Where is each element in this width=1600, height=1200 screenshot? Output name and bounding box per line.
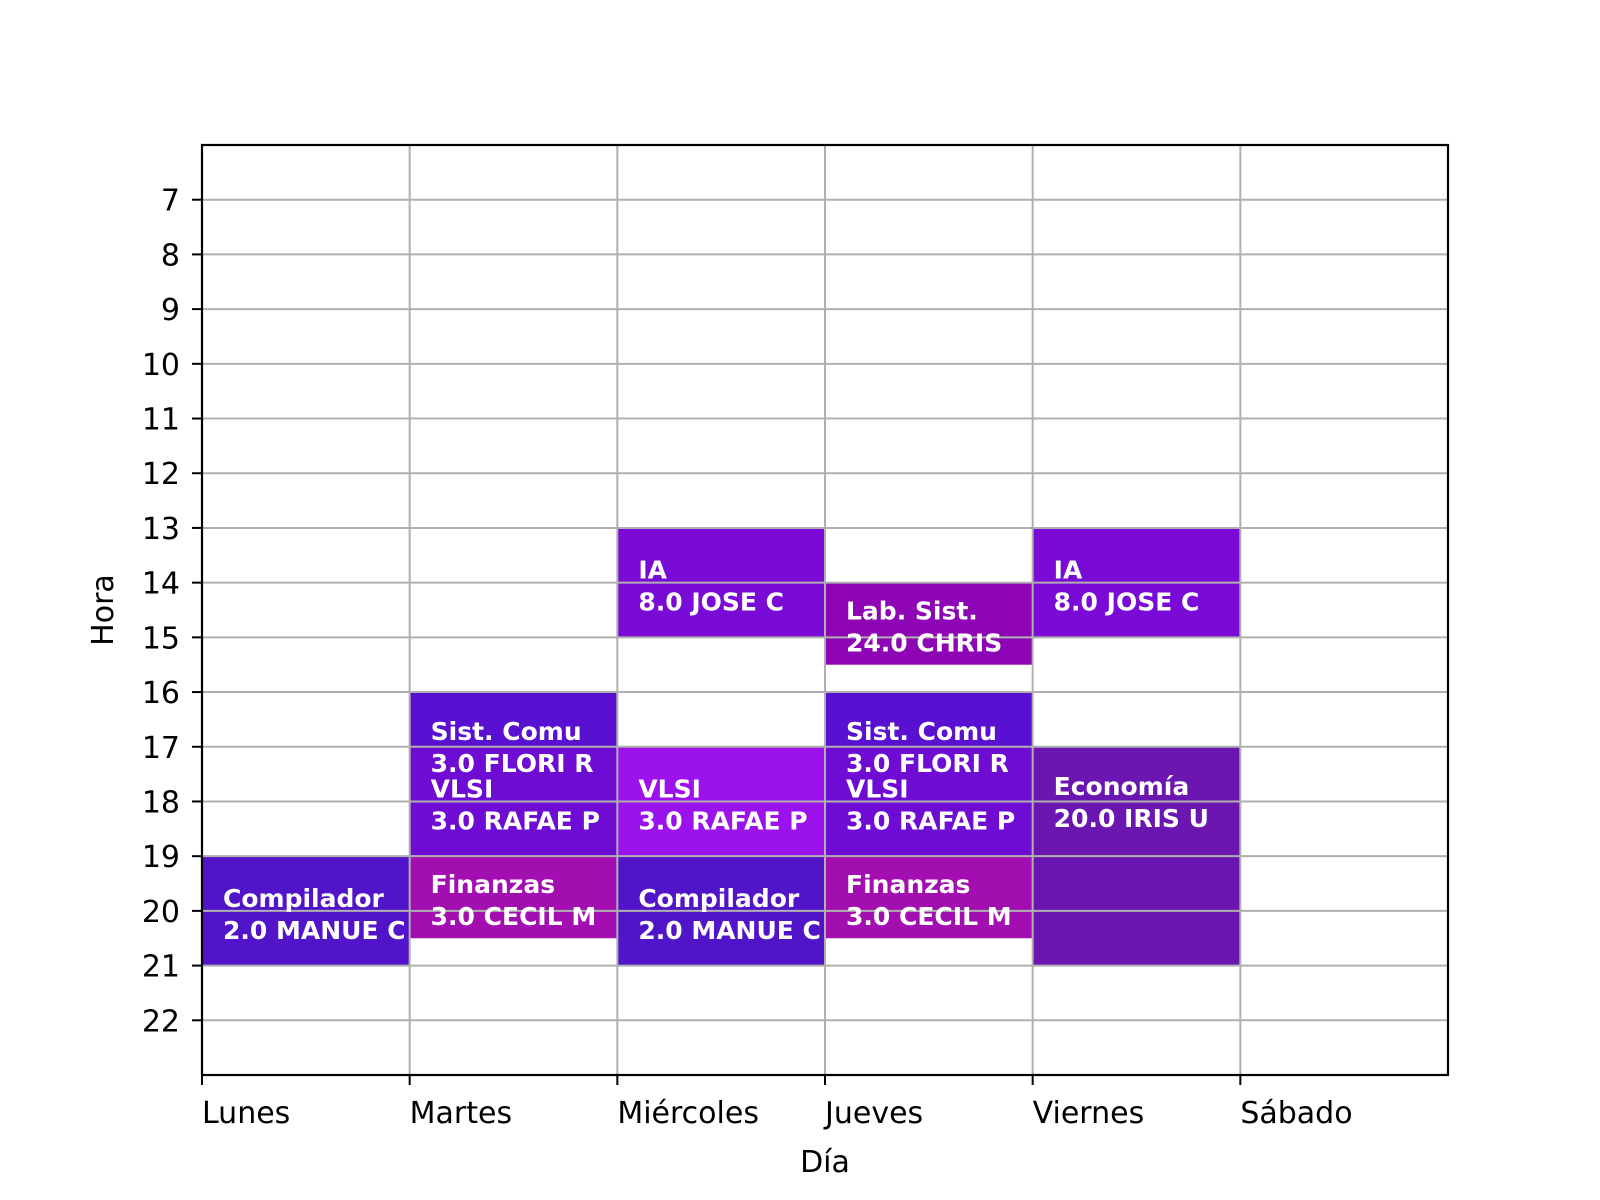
y-tick-label: 12 — [142, 457, 180, 492]
x-tick-label: Sábado — [1240, 1096, 1352, 1131]
event-detail: 8.0 JOSE C — [1054, 588, 1200, 617]
x-tick-label: Miércoles — [617, 1096, 759, 1131]
event-detail: 3.0 FLORI R — [846, 749, 1009, 778]
event-detail: 3.0 RAFAE P — [431, 806, 600, 835]
event-detail: 2.0 MANUE C — [638, 916, 821, 945]
y-tick-label: 18 — [142, 785, 180, 820]
y-tick-label: 21 — [142, 950, 180, 985]
event-block — [409, 856, 618, 939]
event-block — [825, 856, 1033, 939]
event-detail: 3.0 RAFAE P — [638, 806, 807, 835]
y-tick-label: 14 — [142, 567, 180, 602]
y-tick-label: 22 — [142, 1004, 180, 1039]
event-title: IA — [638, 556, 667, 585]
x-tick-label: Martes — [410, 1096, 512, 1131]
y-tick-label: 9 — [161, 293, 180, 328]
y-tick-label: 11 — [142, 403, 180, 438]
event-title: Economía — [1054, 772, 1190, 801]
event-title: VLSI — [846, 774, 909, 803]
event-detail: 3.0 CECIL M — [846, 902, 1012, 931]
event-block — [825, 582, 1033, 665]
event-title: IA — [1054, 556, 1083, 585]
event-detail: 8.0 JOSE C — [638, 588, 784, 617]
event-title: VLSI — [638, 774, 701, 803]
grid-layer — [201, 145, 1448, 1075]
event-detail: 3.0 CECIL M — [431, 902, 597, 931]
x-axis-label: Día — [800, 1145, 850, 1180]
x-tick-label: Jueves — [823, 1096, 923, 1131]
event-title: VLSI — [431, 774, 494, 803]
event-detail: 3.0 FLORI R — [431, 749, 594, 778]
event-title: Lab. Sist. — [846, 597, 978, 626]
event-title: Compilador — [638, 884, 800, 913]
event-title: Sist. Comu — [431, 717, 582, 746]
x-tick-label: Viernes — [1033, 1096, 1145, 1131]
event-detail: 20.0 IRIS U — [1054, 804, 1209, 833]
y-tick-label: 10 — [142, 348, 180, 383]
y-tick-label: 15 — [142, 621, 180, 656]
event-title: Sist. Comu — [846, 717, 997, 746]
y-tick-label: 7 — [161, 184, 180, 219]
event-title: Finanzas — [846, 870, 970, 899]
x-tick-label: Lunes — [202, 1096, 290, 1131]
axes-layer: Lunes Martes Miércoles Jueves Viernes Sábado 7… — [142, 143, 1450, 1131]
event-detail: 2.0 MANUE C — [223, 916, 406, 945]
y-tick-label: 17 — [142, 731, 180, 766]
event-detail: 3.0 RAFAE P — [846, 806, 1015, 835]
y-tick-label: 16 — [142, 676, 180, 711]
y-tick-label: 19 — [142, 840, 180, 875]
y-tick-label: 13 — [142, 512, 180, 547]
event-labels-layer: Compilador 2.0 MANUE C Sist. Comu 3.0 FLORI… — [223, 556, 1209, 945]
y-tick-label: 20 — [142, 895, 180, 930]
event-detail: 24.0 CHRIS — [846, 629, 1002, 658]
event-title: Compilador — [223, 884, 385, 913]
event-title: Finanzas — [431, 870, 555, 899]
y-axis-label: Hora — [86, 574, 121, 646]
y-tick-label: 8 — [161, 238, 180, 273]
